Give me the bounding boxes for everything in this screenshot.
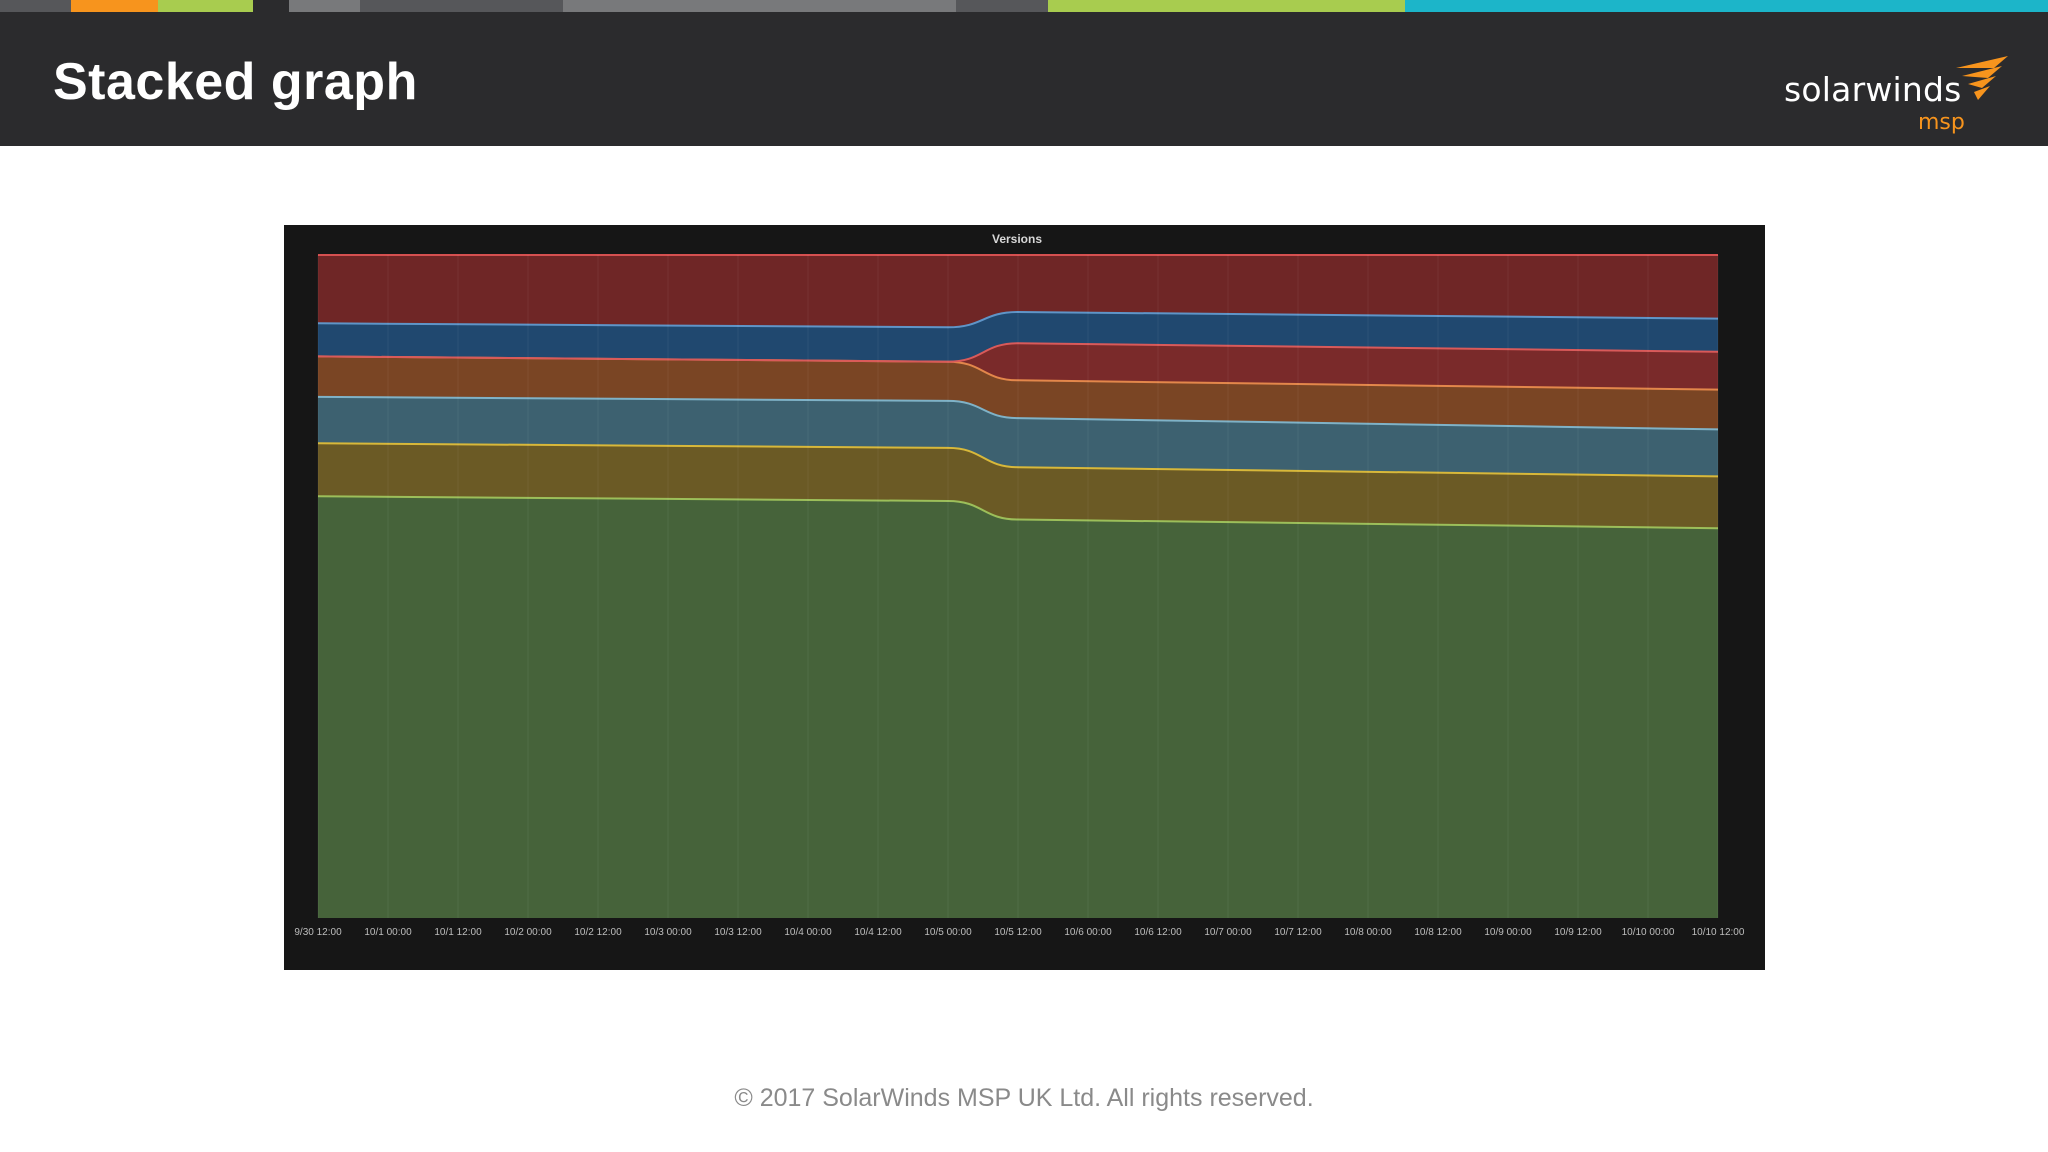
x-tick-label: 10/2 12:00 <box>574 927 622 938</box>
area-series-7 <box>318 255 1718 328</box>
copyright-footer: © 2017 SolarWinds MSP UK Ltd. All rights… <box>734 1084 1314 1112</box>
x-tick-label: 10/8 12:00 <box>1414 927 1462 938</box>
solarwinds-bird-icon <box>1956 56 2008 100</box>
x-tick-label: 10/10 12:00 <box>1692 927 1745 938</box>
series-line-5 <box>317 342 1719 363</box>
strip-segment <box>0 0 72 12</box>
strip-segment <box>359 0 564 12</box>
x-tick-label: 10/6 12:00 <box>1134 927 1182 938</box>
x-tick-label: 10/7 00:00 <box>1204 927 1252 938</box>
area-series-6 <box>318 312 1718 362</box>
x-tick-label: 10/5 00:00 <box>924 927 972 938</box>
x-tick-label: 10/10 00:00 <box>1622 927 1675 938</box>
stacked-area-chart: Versions 9/30 12:00 10/1 00:00 10/1 12:00 1… <box>294 232 1745 938</box>
x-tick-label: 9/30 12:00 <box>294 927 342 938</box>
series-line-1 <box>317 495 1719 530</box>
x-tick-label: 10/7 12:00 <box>1274 927 1322 938</box>
x-tick-label: 10/3 12:00 <box>714 927 762 938</box>
strip-segment <box>70 0 159 12</box>
x-tick-label: 10/9 00:00 <box>1484 927 1532 938</box>
x-tick-label: 10/9 12:00 <box>1554 927 1602 938</box>
logo-wordmark: solarwinds <box>1784 70 1962 109</box>
strip-segment <box>252 0 290 12</box>
x-tick-label: 10/3 00:00 <box>644 927 692 938</box>
series-line-3 <box>317 395 1719 431</box>
solarwinds-msp-logo: solarwinds msp <box>1780 50 2010 140</box>
x-tick-label: 10/4 00:00 <box>784 927 832 938</box>
area-series-4 <box>318 356 1718 430</box>
logo-subtext: msp <box>1918 110 1965 135</box>
x-tick-label: 10/1 12:00 <box>434 927 482 938</box>
area-series-3 <box>318 396 1718 477</box>
area-series-5 <box>318 343 1718 390</box>
chart-panel: Versions 9/30 12:00 10/1 00:00 10/1 12:00 1… <box>284 225 1765 970</box>
area-series-1 <box>318 496 1718 918</box>
x-tick-label: 10/2 00:00 <box>504 927 552 938</box>
strip-segment <box>562 0 957 12</box>
x-tick-label: 10/1 00:00 <box>364 927 412 938</box>
top-color-strip <box>0 0 2048 12</box>
area-series-2 <box>318 443 1718 529</box>
strip-segment <box>157 0 253 12</box>
strip-segment <box>1047 0 1406 12</box>
series-line-2 <box>317 442 1719 478</box>
x-tick-label: 10/6 00:00 <box>1064 927 1112 938</box>
x-tick-label: 10/8 00:00 <box>1344 927 1392 938</box>
strip-segment <box>289 0 361 12</box>
slide-header: Stacked graph solarwinds msp <box>0 12 2048 146</box>
x-tick-label: 10/5 12:00 <box>994 927 1042 938</box>
series-line-6 <box>317 310 1719 329</box>
strip-segment <box>1405 0 2048 12</box>
chart-title: Versions <box>992 232 1042 246</box>
slide-title: Stacked graph <box>53 53 418 111</box>
strip-segment <box>955 0 1049 12</box>
x-tick-label: 10/4 12:00 <box>854 927 902 938</box>
